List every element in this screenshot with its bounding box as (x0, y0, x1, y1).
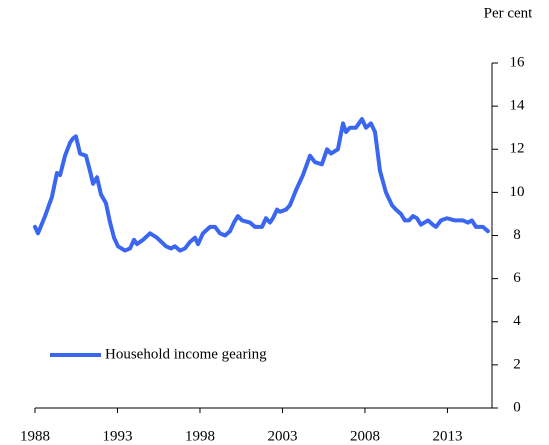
y-tick-label: 8 (513, 227, 521, 243)
legend-label: Household income gearing (105, 346, 267, 362)
x-tick-label: 1998 (185, 428, 215, 444)
y-tick-label: 6 (513, 270, 521, 286)
x-tick-label: 1988 (20, 428, 50, 444)
y-axis-label: Per cent (484, 5, 534, 21)
y-tick-label: 4 (513, 313, 521, 329)
y-tick-label: 14 (510, 98, 526, 114)
x-tick-label: 1993 (102, 428, 132, 444)
y-tick-label: 2 (513, 356, 521, 372)
y-tick-label: 12 (510, 141, 525, 157)
y-tick-label: 10 (510, 184, 525, 200)
x-tick-label: 2003 (267, 428, 297, 444)
y-tick-label: 0 (513, 399, 521, 415)
x-tick-label: 2013 (432, 428, 462, 444)
line (33, 117, 490, 253)
x-tick-label: 2008 (350, 428, 380, 444)
y-tick-label: 16 (510, 54, 526, 70)
